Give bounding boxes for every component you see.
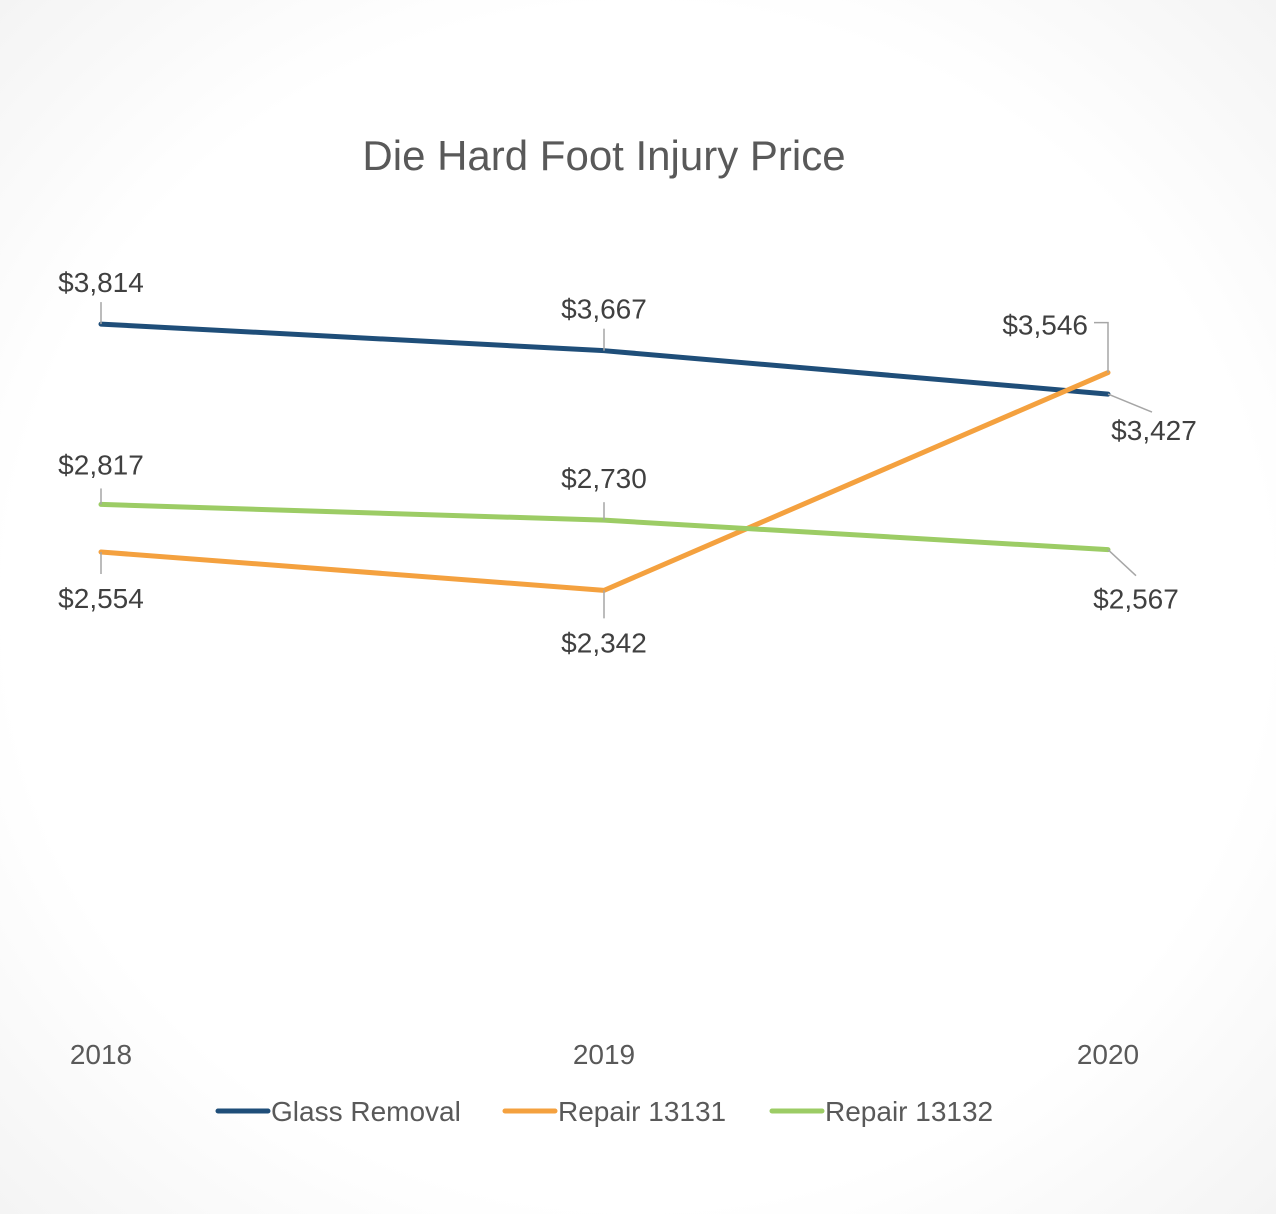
legend-label: Repair 13132 [825, 1096, 993, 1127]
legend-item-repair-13131: Repair 13131 [502, 1096, 726, 1127]
x-axis-ticks: 2018 2019 2020 [70, 1039, 1139, 1070]
data-labels-layer: $3,814 $3,667 $3,427 $2,554 $2,342 $3,546 $2,8… [58, 267, 1197, 658]
legend-label: Repair 13131 [558, 1096, 726, 1127]
series-layer [98, 321, 1111, 593]
data-label: $2,554 [58, 583, 144, 614]
data-label-leader [1107, 393, 1153, 413]
data-label: $2,730 [561, 463, 647, 494]
x-tick-label: 2020 [1077, 1039, 1139, 1070]
data-label-leader [1107, 549, 1137, 577]
data-label: $3,546 [1002, 310, 1088, 341]
data-label-leader [1094, 321, 1109, 373]
data-label: $3,814 [58, 267, 144, 298]
x-tick-label: 2019 [573, 1039, 635, 1070]
data-label: $3,427 [1111, 415, 1197, 446]
data-label: $2,567 [1093, 584, 1179, 615]
data-label: $2,342 [561, 627, 647, 658]
legend-label: Glass Removal [271, 1096, 461, 1127]
legend-item-repair-13132: Repair 13132 [769, 1096, 993, 1127]
legend: Glass Removal Repair 13131 Repair 13132 [215, 1096, 993, 1127]
legend-item-glass-removal: Glass Removal [215, 1096, 461, 1127]
data-label: $2,817 [58, 449, 144, 480]
x-tick-label: 2018 [70, 1039, 132, 1070]
data-label: $3,667 [561, 294, 647, 325]
chart-title: Die Hard Foot Injury Price [362, 132, 845, 179]
